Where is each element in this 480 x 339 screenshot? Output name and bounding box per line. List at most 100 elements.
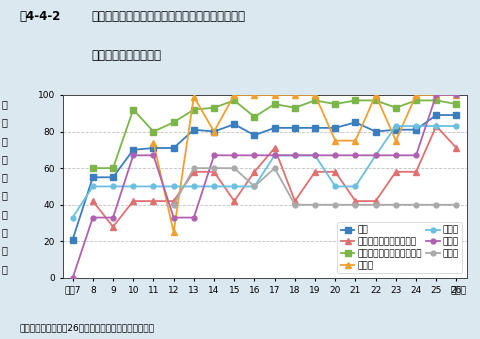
有明海 bbox=[211, 166, 216, 170]
海域 bbox=[392, 128, 398, 132]
東京湾 bbox=[90, 184, 96, 188]
大阪湾 bbox=[312, 153, 317, 157]
Line: 瀬戸内海（大阪湾を除く）: 瀬戸内海（大阪湾を除く） bbox=[90, 98, 458, 171]
八代海 bbox=[211, 129, 216, 134]
Line: 東京湾: 東京湾 bbox=[70, 124, 458, 220]
瀬戸内海（大阪湾を除く） bbox=[412, 98, 418, 102]
大阪湾 bbox=[271, 153, 277, 157]
八代海 bbox=[352, 139, 358, 143]
大阪湾 bbox=[211, 153, 216, 157]
伊勢湾（三河湾を含む） bbox=[432, 124, 438, 128]
瀬戸内海（大阪湾を除く） bbox=[90, 166, 96, 170]
八代海 bbox=[150, 140, 156, 144]
東京湾 bbox=[191, 184, 196, 188]
Line: 有明海: 有明海 bbox=[171, 166, 458, 207]
Text: 広域的な閉鎖性海域における環境基準達成率の推: 広域的な閉鎖性海域における環境基準達成率の推 bbox=[91, 10, 245, 23]
Text: 環: 環 bbox=[2, 99, 8, 109]
瀬戸内海（大阪湾を除く） bbox=[312, 98, 317, 102]
海域 bbox=[372, 129, 378, 134]
Line: 八代海: 八代海 bbox=[150, 92, 458, 235]
瀬戸内海（大阪湾を除く） bbox=[110, 166, 116, 170]
有明海 bbox=[453, 203, 458, 207]
Line: 海域: 海域 bbox=[70, 112, 458, 242]
伊勢湾（三河湾を含む） bbox=[352, 199, 358, 203]
Legend: 海域, 伊勢湾（三河湾を含む）, 瀬戸内海（大阪湾を除く）, 八代海, 東京湾, 大阪湾, 有明海: 海域, 伊勢湾（三河湾を含む）, 瀬戸内海（大阪湾を除く）, 八代海, 東京湾,… bbox=[336, 222, 461, 274]
伊勢湾（三河湾を含む） bbox=[130, 199, 136, 203]
八代海 bbox=[392, 139, 398, 143]
海域 bbox=[130, 148, 136, 152]
大阪湾 bbox=[191, 216, 196, 220]
伊勢湾（三河湾を含む） bbox=[392, 170, 398, 174]
Text: （年）: （年） bbox=[449, 286, 466, 296]
有明海 bbox=[251, 184, 257, 188]
海域 bbox=[191, 128, 196, 132]
瀬戸内海（大阪湾を除く） bbox=[291, 106, 297, 110]
Text: ％: ％ bbox=[2, 245, 8, 256]
大阪湾 bbox=[372, 153, 378, 157]
八代海 bbox=[291, 93, 297, 97]
東京湾 bbox=[110, 184, 116, 188]
八代海 bbox=[412, 93, 418, 97]
海域 bbox=[211, 129, 216, 134]
伊勢湾（三河湾を含む） bbox=[110, 225, 116, 229]
大阪湾 bbox=[90, 216, 96, 220]
瀬戸内海（大阪湾を除く） bbox=[352, 98, 358, 102]
伊勢湾（三河湾を含む） bbox=[332, 170, 337, 174]
瀬戸内海（大阪湾を除く） bbox=[170, 120, 176, 124]
大阪湾 bbox=[150, 153, 156, 157]
八代海 bbox=[332, 139, 337, 143]
大阪湾 bbox=[432, 93, 438, 97]
瀬戸内海（大阪湾を除く） bbox=[251, 115, 257, 119]
Text: 境: 境 bbox=[2, 117, 8, 127]
大阪湾 bbox=[231, 153, 237, 157]
東京湾 bbox=[251, 184, 257, 188]
東京湾 bbox=[231, 184, 237, 188]
瀬戸内海（大阪湾を除く） bbox=[130, 107, 136, 112]
東京湾 bbox=[130, 184, 136, 188]
瀬戸内海（大阪湾を除く） bbox=[231, 98, 237, 102]
海域 bbox=[110, 175, 116, 179]
有明海 bbox=[432, 203, 438, 207]
Text: 成: 成 bbox=[2, 191, 8, 201]
海域 bbox=[332, 126, 337, 130]
東京湾 bbox=[150, 184, 156, 188]
瀬戸内海（大阪湾を除く） bbox=[211, 106, 216, 110]
伊勢湾（三河湾を含む） bbox=[271, 146, 277, 150]
瀬戸内海（大阪湾を除く） bbox=[271, 102, 277, 106]
海域 bbox=[150, 146, 156, 150]
Text: 資料：環境省「平成26年度公共用水域水質測定結果」: 資料：環境省「平成26年度公共用水域水質測定結果」 bbox=[19, 323, 154, 332]
有明海 bbox=[291, 203, 297, 207]
大阪湾 bbox=[453, 93, 458, 97]
八代海 bbox=[432, 93, 438, 97]
大阪湾 bbox=[412, 153, 418, 157]
有明海 bbox=[231, 166, 237, 170]
八代海 bbox=[312, 93, 317, 97]
瀬戸内海（大阪湾を除く） bbox=[191, 107, 196, 112]
瀬戸内海（大阪湾を除く） bbox=[150, 129, 156, 134]
有明海 bbox=[170, 203, 176, 207]
東京湾 bbox=[453, 124, 458, 128]
有明海 bbox=[372, 203, 378, 207]
Text: ）: ） bbox=[2, 264, 8, 274]
八代海 bbox=[231, 93, 237, 97]
東京湾 bbox=[271, 153, 277, 157]
東京湾 bbox=[372, 153, 378, 157]
八代海 bbox=[271, 93, 277, 97]
海域 bbox=[271, 126, 277, 130]
Text: 移（全窒素・全りん）: 移（全窒素・全りん） bbox=[91, 49, 161, 62]
Text: 準: 準 bbox=[2, 154, 8, 164]
海域 bbox=[312, 126, 317, 130]
有明海 bbox=[191, 166, 196, 170]
大阪湾 bbox=[170, 216, 176, 220]
海域 bbox=[90, 175, 96, 179]
海域 bbox=[352, 120, 358, 124]
大阪湾 bbox=[291, 153, 297, 157]
伊勢湾（三河湾を含む） bbox=[170, 199, 176, 203]
大阪湾 bbox=[130, 153, 136, 157]
瀬戸内海（大阪湾を除く） bbox=[432, 98, 438, 102]
伊勢湾（三河湾を含む） bbox=[312, 170, 317, 174]
八代海 bbox=[170, 230, 176, 234]
海域 bbox=[291, 126, 297, 130]
東京湾 bbox=[332, 184, 337, 188]
Text: 基: 基 bbox=[2, 136, 8, 146]
